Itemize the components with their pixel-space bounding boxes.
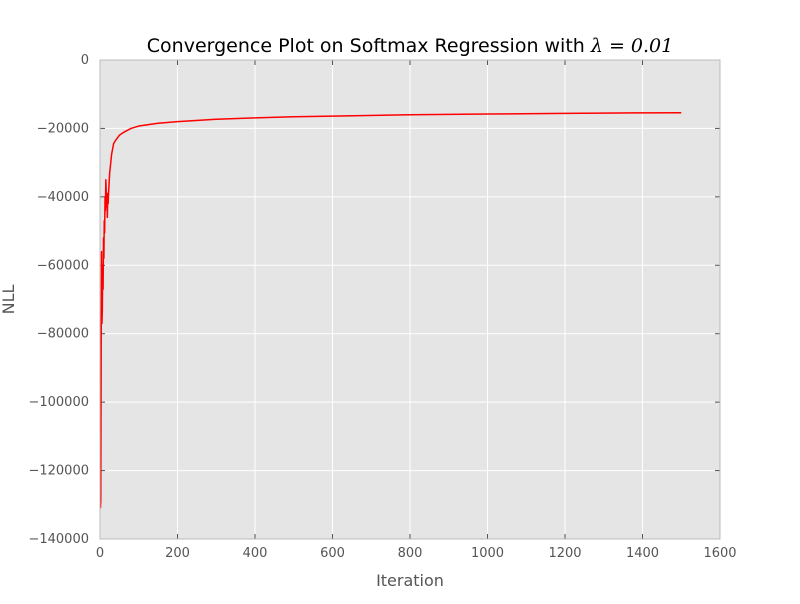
y-tick-label: −80000 (37, 327, 89, 342)
chart-title: Convergence Plot on Softmax Regression w… (147, 35, 673, 57)
series-line (99, 111, 682, 509)
plot-frame (99, 59, 721, 540)
y-axis-label: NLL (0, 285, 18, 315)
x-tick-label: 800 (398, 546, 423, 561)
x-tick-label: 0 (96, 546, 104, 561)
x-tick-label: 400 (243, 546, 268, 561)
x-tick-label: 1200 (548, 546, 581, 561)
x-tick-label: 1000 (471, 546, 504, 561)
x-tick-label: 200 (165, 546, 190, 561)
series-layer (99, 111, 682, 509)
y-tick-label: −40000 (37, 190, 89, 205)
y-tick-label: −100000 (28, 395, 89, 410)
x-tick-label: 600 (320, 546, 345, 561)
y-tick-label: −20000 (37, 121, 89, 136)
label-layer: 0 200 400 600 800 1000 1200 1400 1600 0 −20000 −400… (28, 53, 736, 561)
y-tick-label: −140000 (28, 532, 89, 547)
x-axis-label: Iteration (376, 571, 444, 590)
y-tick-label: −60000 (37, 258, 89, 273)
chart-title-math: λ = 0.01 (590, 35, 673, 57)
x-tick-label: 1600 (703, 546, 736, 561)
x-tick-label: 1400 (626, 546, 659, 561)
y-tick-label: −120000 (28, 464, 89, 479)
y-tick-label: 0 (81, 53, 89, 68)
chart-title-text: Convergence Plot on Softmax Regression w… (147, 35, 591, 57)
